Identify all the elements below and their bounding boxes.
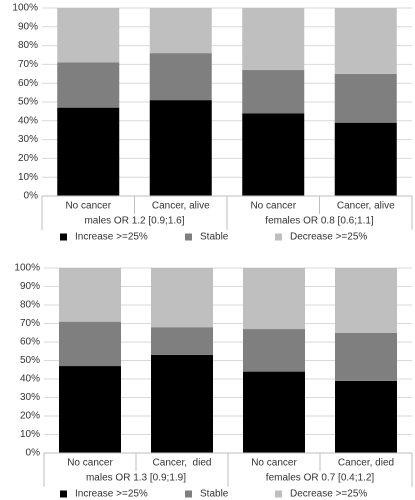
bar-segment xyxy=(334,122,397,196)
y-tick-label: 60% xyxy=(18,78,38,89)
legend-swatch xyxy=(275,233,282,241)
bar-segment xyxy=(242,8,305,71)
y-tick-label: 70% xyxy=(18,59,38,70)
y-tick-label: 80% xyxy=(20,300,40,311)
y-tick-label: 30% xyxy=(18,134,38,145)
legend-label: Increase >=25% xyxy=(75,489,148,500)
legend-label: Decrease >=25% xyxy=(290,232,367,243)
y-tick-label: 20% xyxy=(20,411,40,422)
bar-segment xyxy=(243,268,305,330)
x-tick-label: No cancer xyxy=(251,458,297,469)
legend-label: Stable xyxy=(200,489,229,500)
legend-swatch xyxy=(60,233,67,241)
x-tick-label: No cancer xyxy=(65,201,111,212)
y-tick-label: 90% xyxy=(20,281,40,292)
group-label: males OR 1.2 [0.9;1.6] xyxy=(84,216,184,227)
y-tick-label: 0% xyxy=(24,191,39,202)
bar-segment xyxy=(334,73,397,123)
legend-label: Stable xyxy=(200,232,229,243)
legend-label: Increase >=25% xyxy=(75,232,148,243)
group-label: females OR 0.7 [0.4;1.2] xyxy=(266,473,375,484)
y-tick-label: 40% xyxy=(20,374,40,385)
bar-segment xyxy=(149,100,212,196)
x-tick-label: No cancer xyxy=(67,458,113,469)
y-tick-label: 10% xyxy=(20,429,40,440)
bar-segment xyxy=(57,62,120,108)
y-tick-label: 70% xyxy=(20,318,40,329)
bar-segment xyxy=(59,321,121,367)
y-tick-label: 50% xyxy=(20,355,40,366)
bar-segment xyxy=(57,8,120,63)
legend-swatch xyxy=(185,490,192,498)
x-tick-label: Cancer, died xyxy=(153,458,212,469)
y-tick-label: 60% xyxy=(20,337,40,348)
bar-segment xyxy=(334,8,397,74)
bar-segment xyxy=(151,327,213,355)
bar-segment xyxy=(335,332,397,381)
bar-segment xyxy=(243,329,305,372)
bar-segment xyxy=(59,268,121,322)
bar-segment xyxy=(242,70,305,114)
bar-segment xyxy=(149,8,212,54)
legend-swatch xyxy=(185,233,192,241)
y-tick-label: 0% xyxy=(26,448,41,459)
group-label: females OR 0.8 [0.6;1.1] xyxy=(265,216,374,227)
y-tick-label: 100% xyxy=(14,263,40,274)
bar-segment xyxy=(242,113,305,196)
bar-segment xyxy=(151,268,213,328)
y-tick-label: 50% xyxy=(18,97,38,108)
bar-segment xyxy=(57,107,120,196)
y-tick-label: 30% xyxy=(20,392,40,403)
y-tick-label: 40% xyxy=(18,115,38,126)
x-tick-label: Cancer, alive xyxy=(337,201,395,212)
bar-segment xyxy=(149,53,212,101)
x-tick-label: Cancer, died xyxy=(338,458,394,469)
y-tick-label: 10% xyxy=(18,172,38,183)
legend-swatch xyxy=(60,490,67,498)
y-tick-label: 90% xyxy=(18,21,38,32)
bar-segment xyxy=(335,268,397,333)
y-tick-label: 20% xyxy=(18,153,38,164)
y-tick-label: 80% xyxy=(18,40,38,51)
y-tick-label: 100% xyxy=(12,3,38,14)
bar-segment xyxy=(59,366,121,453)
bar-segment xyxy=(243,371,305,453)
bar-segment xyxy=(335,380,397,453)
legend-label: Decrease >=25% xyxy=(290,489,367,500)
group-label: males OR 1.3 [0.9;1.9] xyxy=(86,473,186,484)
x-tick-label: No cancer xyxy=(250,201,296,212)
legend-swatch xyxy=(275,490,282,498)
bar-segment xyxy=(151,354,213,453)
x-tick-label: Cancer, alive xyxy=(152,201,210,212)
